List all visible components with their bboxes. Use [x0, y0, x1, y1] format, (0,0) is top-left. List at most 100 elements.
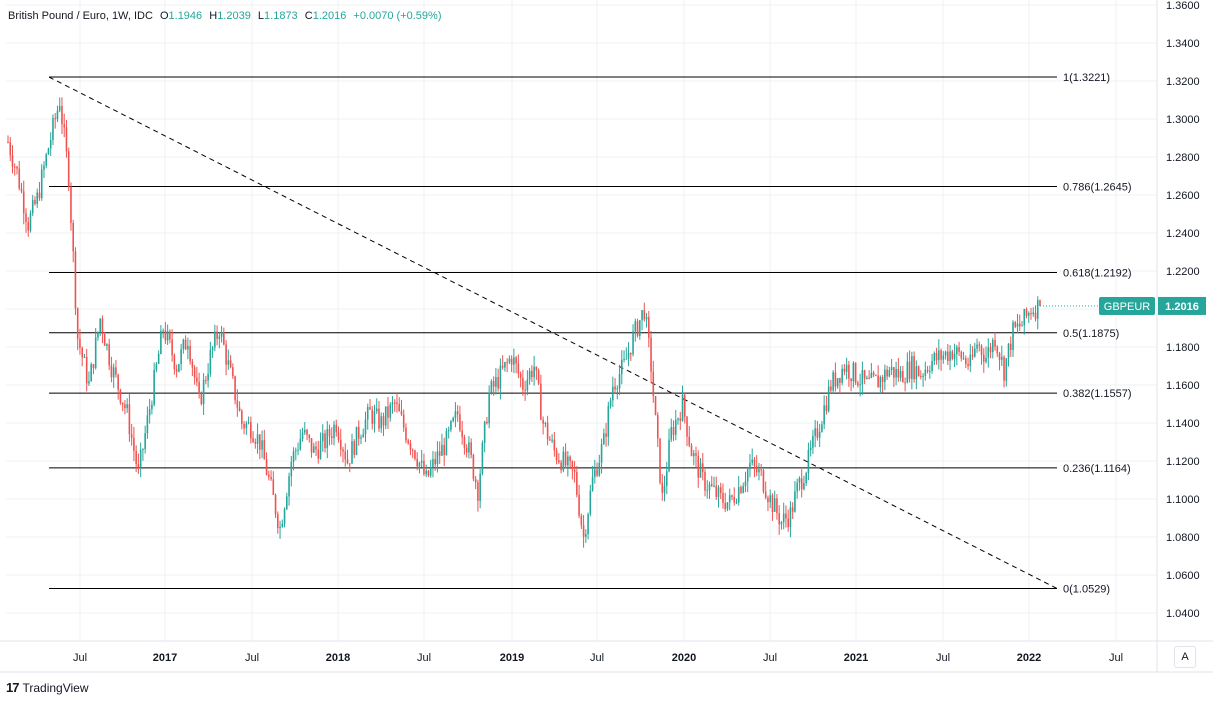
- candle-body: [605, 433, 607, 437]
- candle-body: [474, 479, 477, 483]
- candle-body: [490, 381, 493, 393]
- candle-body: [261, 440, 263, 450]
- candle-body: [672, 426, 675, 435]
- candle-body: [155, 363, 158, 371]
- candle-body: [236, 400, 239, 408]
- candle-body: [357, 426, 360, 439]
- candle-body: [429, 467, 432, 476]
- candle-body: [306, 429, 308, 435]
- auto-scale-button[interactable]: A: [1174, 646, 1196, 668]
- candle-body: [108, 344, 110, 366]
- y-tick-label: 1.1200: [1166, 456, 1200, 468]
- candle-body: [690, 445, 693, 457]
- candle-body: [265, 459, 268, 475]
- x-tick-label: 2018: [326, 652, 350, 664]
- candle-body: [452, 418, 454, 422]
- x-tick-label: 2019: [500, 652, 524, 664]
- candle-body: [274, 494, 277, 515]
- candle-body: [290, 461, 293, 477]
- candle-body: [407, 440, 410, 444]
- candle-body: [256, 434, 259, 444]
- candle-body: [94, 337, 97, 368]
- candle-body: [760, 469, 763, 471]
- candle-body: [76, 308, 79, 339]
- candle-body: [1014, 322, 1017, 327]
- candle-body: [578, 494, 580, 516]
- y-tick-label: 1.2400: [1166, 228, 1200, 240]
- candle-body: [812, 436, 814, 448]
- candle-body: [715, 485, 718, 497]
- candle-body: [713, 485, 715, 487]
- candle-body: [710, 484, 713, 486]
- candle-body: [994, 339, 996, 347]
- candle-body: [834, 372, 837, 387]
- candle-body: [416, 458, 419, 467]
- candle-body: [436, 451, 439, 465]
- candle-body: [364, 419, 367, 435]
- candle-body: [11, 155, 14, 167]
- close-value: 1.2016: [312, 10, 347, 22]
- candle-body: [629, 352, 632, 355]
- candle-body: [656, 415, 659, 439]
- candle-body: [330, 436, 333, 439]
- candle-body: [683, 394, 686, 417]
- candle-body: [519, 373, 522, 378]
- candle-body: [110, 365, 113, 378]
- x-tick-label: Jul: [417, 652, 431, 664]
- candle-body: [288, 476, 290, 497]
- candle-body: [668, 439, 670, 472]
- candle-body: [708, 484, 711, 491]
- candle-body: [375, 408, 378, 412]
- candle-body: [9, 142, 12, 156]
- candle-body: [339, 439, 342, 450]
- candle-body: [960, 351, 963, 359]
- candle-body: [1003, 356, 1005, 381]
- candle-body: [576, 472, 578, 495]
- candle-body: [70, 186, 72, 223]
- candle-body: [551, 439, 553, 441]
- candle-body: [252, 438, 254, 442]
- candle-body: [139, 449, 142, 468]
- tradingview-brand[interactable]: 17 TradingView: [6, 680, 89, 695]
- candle-body: [371, 409, 374, 424]
- candle-body: [218, 336, 221, 339]
- fibonacci-retracement[interactable]: 1(1.3221) 0.786(1.2645) 0.618(1.2192) 0.5(1…: [48, 72, 1132, 595]
- candle-body: [886, 369, 888, 377]
- candle-body: [1016, 323, 1019, 327]
- candle-body: [465, 447, 468, 453]
- candle-body: [564, 451, 567, 466]
- candle-body: [825, 405, 828, 412]
- candle-body: [807, 449, 810, 474]
- candle-body: [722, 492, 724, 503]
- candle-body: [787, 518, 789, 528]
- candle-body: [852, 362, 855, 382]
- candle-body: [944, 351, 947, 356]
- candle-body: [418, 462, 421, 467]
- candle-body: [283, 509, 286, 524]
- candle-body: [56, 110, 59, 120]
- candle-body: [47, 148, 50, 155]
- candle-body: [809, 447, 812, 450]
- candle-body: [906, 361, 909, 383]
- candle-body: [247, 422, 250, 424]
- candle-body: [753, 459, 756, 466]
- candle-body: [706, 490, 709, 492]
- candle-body: [175, 369, 178, 372]
- candle-body: [969, 354, 972, 367]
- candle-body: [146, 415, 149, 434]
- candle-body: [652, 371, 655, 397]
- candle-body: [479, 473, 481, 501]
- candle-body: [654, 396, 657, 416]
- candle-body: [1009, 343, 1012, 350]
- candle-body: [627, 352, 630, 359]
- candle-body: [848, 364, 850, 379]
- candle-body: [285, 496, 288, 510]
- candle-body: [695, 453, 697, 456]
- candle-body: [463, 437, 466, 448]
- candle-body: [164, 330, 167, 341]
- candle-body: [229, 360, 232, 368]
- candle-body: [160, 330, 162, 354]
- candle-body: [425, 470, 427, 475]
- candle-body: [254, 441, 257, 444]
